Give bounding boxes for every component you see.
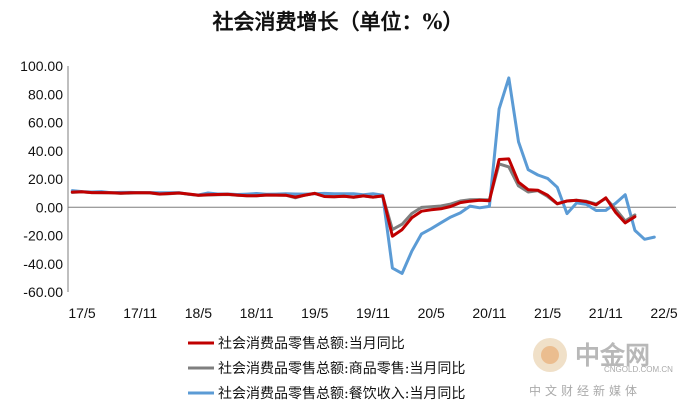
x-tick-label: 20/11 [472, 305, 506, 321]
watermark-logo: 中金网 CNGOLD.COM.CN 中文财经新媒体 [529, 338, 673, 398]
x-tick-label: 19/5 [301, 305, 328, 321]
logo-icon-core [541, 346, 559, 364]
x-tick-label: 19/11 [356, 305, 390, 321]
series-line-2 [70, 76, 656, 275]
y-tick-label: 20.00 [28, 171, 63, 187]
legend-label-1: 社会消费品零售总额:商品零售:当月同比 [218, 361, 465, 377]
logo-domain: CNGOLD.COM.CN [604, 365, 673, 374]
x-tick-label: 20/5 [418, 305, 445, 321]
y-tick-label: -40.00 [23, 256, 63, 272]
logo-name: 中金网 [575, 341, 650, 370]
x-tick-label: 21/11 [589, 305, 623, 321]
series-lines [70, 76, 656, 275]
legend-label-0: 社会消费品零售总额:当月同比 [218, 336, 405, 352]
legend-label-2: 社会消费品零售总额:餐饮收入:当月同比 [218, 386, 465, 402]
y-tick-label: -60.00 [23, 284, 63, 300]
x-tick-label: 17/11 [123, 305, 157, 321]
y-tick-label: -20.00 [23, 228, 63, 244]
y-tick-labels: 100.00 80.00 60.00 40.00 20.00 0.00 -20.00 -40.… [20, 58, 63, 300]
x-tick-labels: 17/5 17/11 18/5 18/11 19/5 19/11 20/5 20/11 21/5… [68, 305, 677, 321]
x-tick-label: 18/11 [240, 305, 274, 321]
series-line-0 [70, 157, 637, 238]
x-tick-label: 18/5 [185, 305, 212, 321]
legend: 社会消费品零售总额:当月同比社会消费品零售总额:商品零售:当月同比社会消费品零售… [188, 336, 465, 402]
logo-subtitle: 中文财经新媒体 [529, 383, 641, 398]
y-tick-label: 100.00 [20, 58, 63, 74]
axes [67, 66, 676, 292]
y-tick-label: 80.00 [28, 86, 63, 102]
chart-title: 社会消费增长（单位：%） [212, 9, 464, 34]
x-tick-label: 21/5 [534, 305, 561, 321]
y-tick-label: 0.00 [36, 199, 63, 215]
x-tick-label: 22/5 [650, 305, 677, 321]
y-tick-label: 60.00 [28, 115, 63, 131]
x-tick-label: 17/5 [68, 305, 95, 321]
y-tick-label: 40.00 [28, 143, 63, 159]
